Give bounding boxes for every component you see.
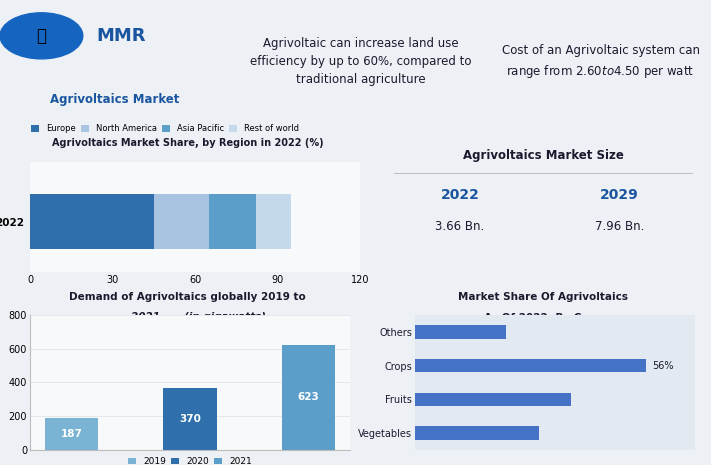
Legend: 2019, 2020, 2021: 2019, 2020, 2021 [124,453,255,465]
Text: 🌍: 🌍 [36,27,46,45]
Bar [154,194,209,250]
Text: Demand of Agrivoltaics globally 2019 to: Demand of Agrivoltaics globally 2019 to [69,292,306,302]
Legend: Europe, North America, Asia Pacific, Rest of world: Europe, North America, Asia Pacific, Res… [31,124,299,133]
Bar [164,387,217,450]
Bar [30,194,154,250]
Text: 2021: 2021 [132,312,164,322]
Text: 2029: 2029 [600,188,638,202]
Text: (in gigawatts): (in gigawatts) [183,312,266,322]
Bar [255,194,292,250]
Text: Agrivoltaics Market Share, by Region in 2022 (%): Agrivoltaics Market Share, by Region in … [52,138,324,148]
Text: 187: 187 [60,429,82,439]
Bar [45,418,98,450]
Text: 56%: 56% [652,361,673,371]
Bar [282,345,336,450]
Text: MMR: MMR [97,27,146,45]
Text: Market Share Of Agrivoltaics: Market Share Of Agrivoltaics [458,292,628,302]
Text: Cost of an Agrivoltaic system can
range from $2.60 to $4.50 per watt: Cost of an Agrivoltaic system can range … [501,44,700,80]
Bar [209,194,255,250]
Text: Agrivoltaics Market: Agrivoltaics Market [50,93,180,106]
Bar [415,359,646,372]
Text: 7.96 Bn.: 7.96 Bn. [594,219,644,232]
Bar [415,426,538,440]
Bar [415,325,506,339]
Text: Agrivoltaic can increase land use
efficiency by up to 60%, compared to
tradition: Agrivoltaic can increase land use effici… [250,37,472,86]
Text: 3.66 Bn.: 3.66 Bn. [435,219,485,232]
Bar [415,392,572,406]
Text: 370: 370 [179,414,201,424]
Circle shape [0,13,82,59]
Text: 623: 623 [298,392,320,402]
Text: As Of 2022, By Crop: As Of 2022, By Crop [484,313,602,323]
Text: 2022: 2022 [441,188,479,202]
Text: Agrivoltaics Market Size: Agrivoltaics Market Size [463,149,624,162]
